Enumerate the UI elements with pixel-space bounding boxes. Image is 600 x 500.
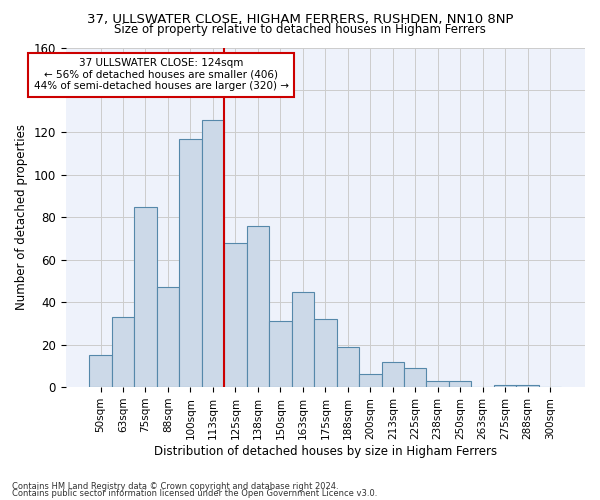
Text: Size of property relative to detached houses in Higham Ferrers: Size of property relative to detached ho… bbox=[114, 22, 486, 36]
Bar bbox=[134, 206, 157, 387]
Bar bbox=[449, 380, 472, 387]
Text: Contains public sector information licensed under the Open Government Licence v3: Contains public sector information licen… bbox=[12, 490, 377, 498]
Text: 37, ULLSWATER CLOSE, HIGHAM FERRERS, RUSHDEN, NN10 8NP: 37, ULLSWATER CLOSE, HIGHAM FERRERS, RUS… bbox=[87, 12, 513, 26]
Bar bbox=[89, 356, 112, 387]
Bar bbox=[112, 317, 134, 387]
Bar bbox=[517, 385, 539, 387]
Bar bbox=[224, 243, 247, 387]
Text: 37 ULLSWATER CLOSE: 124sqm
← 56% of detached houses are smaller (406)
44% of sem: 37 ULLSWATER CLOSE: 124sqm ← 56% of deta… bbox=[34, 58, 289, 92]
Bar bbox=[337, 347, 359, 387]
Bar bbox=[404, 368, 427, 387]
Bar bbox=[359, 374, 382, 387]
X-axis label: Distribution of detached houses by size in Higham Ferrers: Distribution of detached houses by size … bbox=[154, 444, 497, 458]
Y-axis label: Number of detached properties: Number of detached properties bbox=[15, 124, 28, 310]
Bar bbox=[202, 120, 224, 387]
Bar bbox=[247, 226, 269, 387]
Bar bbox=[269, 322, 292, 387]
Bar bbox=[494, 385, 517, 387]
Bar bbox=[382, 362, 404, 387]
Bar bbox=[292, 292, 314, 387]
Bar bbox=[314, 319, 337, 387]
Bar bbox=[427, 380, 449, 387]
Bar bbox=[179, 139, 202, 387]
Bar bbox=[157, 288, 179, 387]
Text: Contains HM Land Registry data © Crown copyright and database right 2024.: Contains HM Land Registry data © Crown c… bbox=[12, 482, 338, 491]
